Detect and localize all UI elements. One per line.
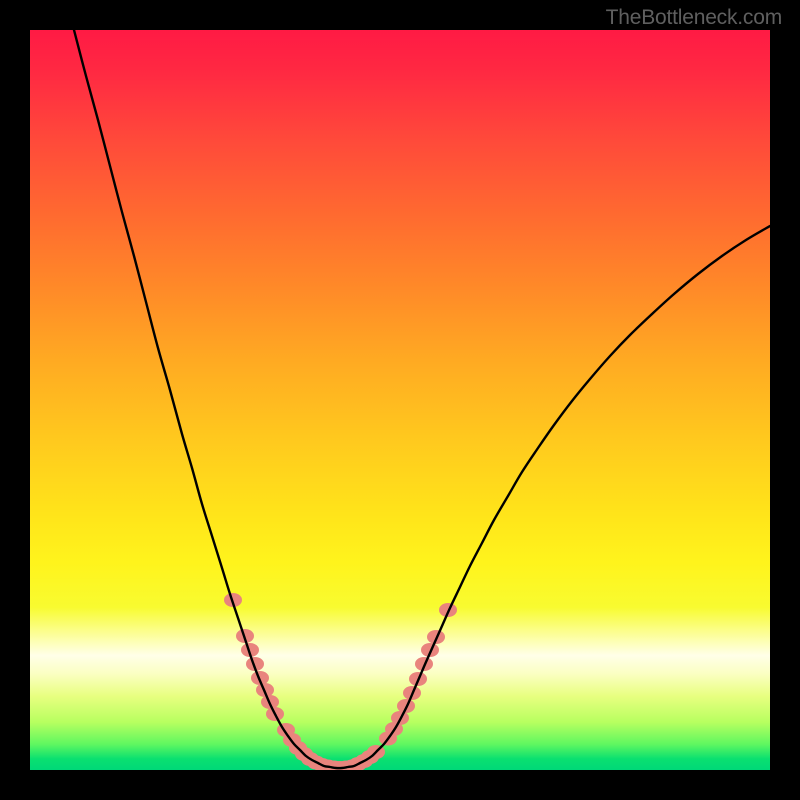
bottleneck-curve [30, 30, 770, 770]
chart-area [30, 30, 770, 770]
watermark-text: TheBottleneck.com [606, 6, 782, 30]
